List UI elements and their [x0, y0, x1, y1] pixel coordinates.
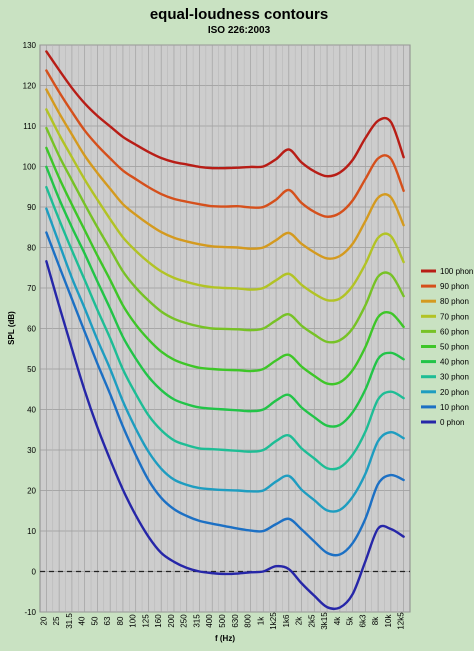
x-axis-ticks: 20 25 31.5 40 50 63 80 100 125 160 200 250 315 400 500…	[39, 612, 405, 630]
y-tick-label: 20	[27, 487, 36, 496]
x-tick-label: 800	[244, 614, 253, 628]
legend-entry-label: 70 phon	[440, 312, 469, 321]
x-tick-label: 25	[52, 616, 61, 625]
x-tick-label: 31.5	[65, 613, 74, 629]
y-tick-label: 110	[23, 122, 36, 131]
y-tick-label: 130	[23, 41, 37, 50]
series-line-6	[45, 165, 405, 428]
y-tick-label: 70	[27, 284, 36, 293]
x-tick-label: 1k25	[269, 612, 278, 630]
x-tick-label: 200	[167, 614, 176, 628]
series-line-5	[45, 146, 405, 386]
x-tick-label: 6k3	[358, 614, 367, 627]
series-line-3	[45, 108, 405, 302]
series-line-8	[45, 207, 405, 513]
legend-entry-label: 40 phon	[440, 358, 469, 367]
legend: 100 phon 90 phon 80 phon 70 phon 60 phon 50 p…	[421, 267, 473, 427]
x-tick-label: 315	[192, 614, 201, 628]
y-tick-label: 60	[27, 325, 36, 334]
chart-title: equal-loudness contours	[150, 6, 328, 23]
y-tick-label: 80	[27, 244, 36, 253]
x-tick-label: 500	[218, 614, 227, 628]
x-tick-label: 8k	[371, 616, 380, 625]
x-tick-label: 3k15	[320, 612, 329, 630]
y-tick-label: 40	[27, 406, 36, 415]
series-line-2	[45, 88, 405, 260]
x-tick-label: 2k	[295, 616, 304, 625]
legend-entry-label: 50 phon	[440, 343, 469, 352]
y-tick-label: 0	[32, 568, 37, 577]
y-axis-ticks: -10 0 10 20 30 40 50 60 70 80 90 100 110 120 130	[23, 41, 37, 617]
legend-entry-label: 90 phon	[440, 282, 469, 291]
series-line-10	[45, 260, 405, 611]
y-tick-label: 100	[23, 163, 37, 172]
x-tick-label: 125	[141, 614, 150, 628]
series-line-1	[45, 69, 405, 218]
x-tick-label: 80	[116, 616, 125, 625]
x-tick-label: 2k5	[307, 614, 316, 627]
legend-entry-label: 10 phon	[440, 403, 469, 412]
legend-entry-label: 20 phon	[440, 388, 469, 397]
x-tick-label: 1k	[256, 616, 265, 625]
x-tick-label: 5k	[346, 616, 355, 625]
y-tick-label: 50	[27, 365, 36, 374]
x-tick-label: 10k	[384, 614, 393, 628]
y-tick-label: 120	[23, 82, 37, 91]
x-tick-label: 1k6	[282, 614, 291, 627]
x-tick-label: 4k	[333, 616, 342, 625]
y-axis-label: SPL (dB)	[7, 311, 16, 345]
x-tick-label: 12k5	[397, 612, 406, 630]
x-tick-label: 160	[154, 614, 163, 628]
legend-entry-label: 30 phon	[440, 373, 469, 382]
x-axis-label: f (Hz)	[215, 634, 235, 643]
series-line-4	[45, 126, 405, 344]
x-tick-label: 630	[231, 614, 240, 628]
x-tick-label: 50	[90, 616, 99, 625]
x-tick-label: 400	[205, 614, 214, 628]
legend-entry-label: 60 phon	[440, 327, 469, 336]
series-line-9	[45, 231, 405, 557]
x-tick-label: 100	[129, 614, 138, 628]
legend-entry-label: 100 phon	[440, 267, 473, 276]
series-line-7	[45, 185, 405, 471]
y-tick-label: 90	[27, 203, 36, 212]
series-group	[45, 50, 405, 611]
y-tick-label: 10	[27, 527, 36, 536]
x-tick-label: 250	[180, 614, 189, 628]
legend-entry-label: 0 phon	[440, 418, 464, 427]
x-tick-label: 63	[103, 616, 112, 625]
x-tick-label: 20	[39, 616, 48, 625]
x-tick-label: 40	[78, 616, 87, 625]
y-tick-label: -10	[24, 608, 36, 617]
y-tick-label: 30	[27, 446, 36, 455]
chart-subtitle: ISO 226:2003	[208, 25, 271, 36]
series-line-0	[45, 50, 405, 178]
legend-entry-label: 80 phon	[440, 297, 469, 306]
